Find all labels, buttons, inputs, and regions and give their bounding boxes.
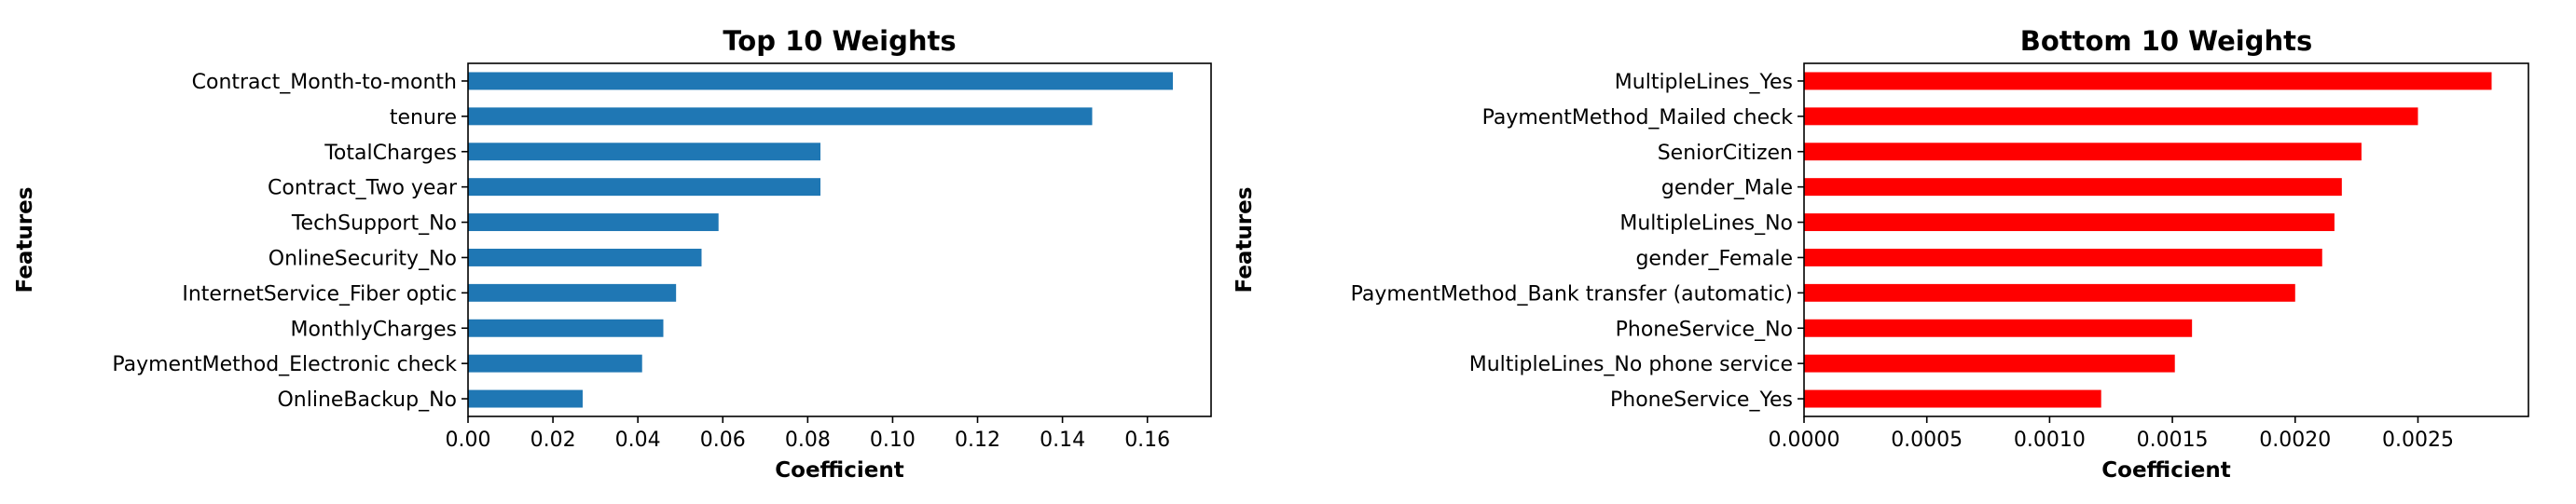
top-x-tick-label: 0.16 bbox=[1124, 429, 1170, 452]
top-x-tick-label: 0.08 bbox=[785, 429, 831, 452]
bottom-category-label: MultipleLines_No bbox=[1619, 212, 1793, 236]
top-x-tick-label: 0.04 bbox=[615, 429, 661, 452]
top-bar bbox=[468, 178, 821, 197]
top-category-label: Contract_Month-to-month bbox=[192, 71, 457, 94]
top-category-label: tenure bbox=[390, 106, 457, 129]
bottom-category-label: gender_Female bbox=[1635, 247, 1793, 270]
top-bar bbox=[468, 354, 642, 373]
bottom-bar bbox=[1804, 389, 2101, 408]
bottom-bar bbox=[1804, 354, 2175, 373]
top-x-tick-label: 0.00 bbox=[446, 429, 491, 452]
top-weights-chart: Top 10 Weights Contract_Month-to-monthten… bbox=[13, 25, 1212, 483]
bottom-bar bbox=[1804, 213, 2335, 232]
bottom-chart-title: Bottom 10 Weights bbox=[2020, 25, 2313, 57]
bottom-category-label: PhoneService_Yes bbox=[1610, 388, 1793, 412]
top-category-label: MonthlyCharges bbox=[291, 318, 458, 341]
top-bar bbox=[468, 213, 719, 232]
top-bar bbox=[468, 72, 1174, 90]
top-bar bbox=[468, 107, 1093, 126]
bottom-bar bbox=[1804, 319, 2193, 337]
bottom-bar bbox=[1804, 143, 2362, 161]
top-category-label: TotalCharges bbox=[324, 142, 457, 165]
bottom-category-label: SeniorCitizen bbox=[1658, 142, 1793, 165]
bottom-x-tick-label: 0.0005 bbox=[1891, 429, 1963, 452]
bottom-bar bbox=[1804, 178, 2342, 197]
top-chart-title: Top 10 Weights bbox=[723, 25, 956, 57]
top-category-label: InternetService_Fiber optic bbox=[182, 282, 457, 306]
top-bar bbox=[468, 319, 664, 337]
bottom-category-label: PaymentMethod_Mailed check bbox=[1482, 106, 1794, 129]
bottom-category-label: gender_Male bbox=[1661, 177, 1793, 200]
bottom-bar bbox=[1804, 283, 2295, 302]
bottom-x-tick-label: 0.0020 bbox=[2259, 429, 2331, 452]
bottom-x-tick-label: 0.0010 bbox=[2014, 429, 2086, 452]
bottom-category-label: MultipleLines_No phone service bbox=[1469, 353, 1793, 376]
top-category-label: TechSupport_No bbox=[291, 212, 457, 236]
top-bar bbox=[468, 143, 821, 161]
bottom-x-axis-label: Coefficient bbox=[2101, 458, 2230, 483]
top-plot-frame bbox=[467, 62, 1212, 417]
bottom-category-label: MultipleLines_Yes bbox=[1615, 71, 1793, 94]
bottom-weights-chart: Bottom 10 Weights MultipleLines_Yes Paymen… bbox=[1233, 25, 2529, 483]
bottom-category-label: PhoneService_No bbox=[1616, 318, 1793, 341]
top-x-tick-label: 0.02 bbox=[530, 429, 576, 452]
top-category-label: OnlineSecurity_No bbox=[269, 247, 457, 270]
top-bar bbox=[468, 389, 583, 408]
top-bar bbox=[468, 248, 702, 266]
bottom-category-label: PaymentMethod_Bank transfer (automatic) bbox=[1351, 282, 1793, 306]
top-category-label: PaymentMethod_Electronic check bbox=[112, 353, 457, 376]
bottom-x-tick-label: 0.0025 bbox=[2382, 429, 2454, 452]
top-x-axis-label: Coefficient bbox=[775, 458, 903, 483]
bottom-x-tick-label: 0.0015 bbox=[2137, 429, 2209, 452]
bottom-y-axis-label: Features bbox=[1233, 187, 1257, 293]
top-x-tick-label: 0.10 bbox=[870, 429, 916, 452]
top-category-label: Contract_Two year bbox=[268, 177, 458, 200]
top-x-tick-label: 0.12 bbox=[955, 429, 1000, 452]
bottom-bar bbox=[1804, 107, 2418, 126]
top-x-tick-label: 0.06 bbox=[700, 429, 746, 452]
top-x-tick-label: 0.14 bbox=[1040, 429, 1085, 452]
bottom-x-tick-label: 0.0000 bbox=[1769, 429, 1840, 452]
top-bar bbox=[468, 283, 677, 302]
bottom-bar bbox=[1804, 72, 2492, 90]
top-y-axis-label: Features bbox=[13, 187, 37, 293]
bottom-bar bbox=[1804, 248, 2322, 266]
bottom-plot-frame bbox=[1803, 62, 2529, 417]
top-category-label: OnlineBackup_No bbox=[277, 388, 457, 412]
